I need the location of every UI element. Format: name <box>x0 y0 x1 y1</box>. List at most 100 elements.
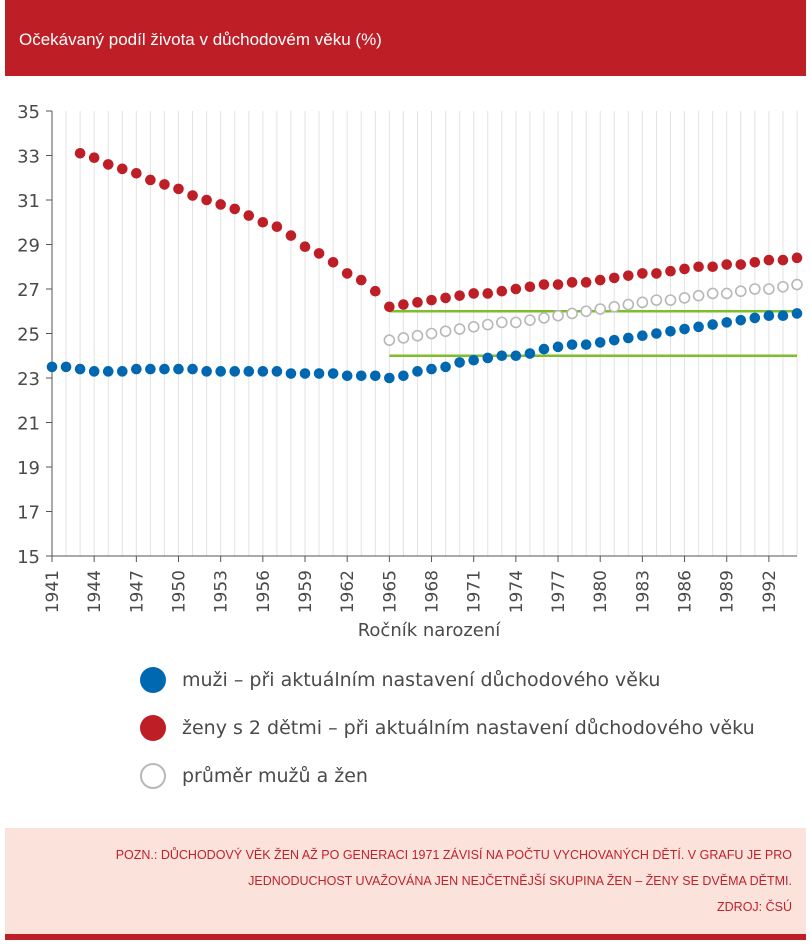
data-point-series-1 <box>215 199 226 210</box>
data-point-series-2 <box>510 316 522 329</box>
data-point-series-2 <box>524 314 536 326</box>
grid <box>51 111 798 556</box>
note-bottom-bar <box>5 934 806 940</box>
data-point-series-2 <box>397 332 410 344</box>
data-point-series-1 <box>201 194 212 206</box>
x-tick-label: 1992 <box>760 570 780 613</box>
data-point-series-1 <box>623 270 634 281</box>
data-point-series-1 <box>384 301 395 313</box>
x-tick-label: 1956 <box>254 570 274 613</box>
data-point-series-1 <box>721 259 733 270</box>
data-point-series-0 <box>651 328 662 339</box>
reference-lines <box>389 310 797 357</box>
data-point-series-1 <box>88 152 100 164</box>
note-box: POZN.: DŮCHODOVÝ VĚK ŽEN AŽ PO GENERACI … <box>5 828 806 934</box>
data-point-series-0 <box>454 357 465 368</box>
data-point-series-0 <box>721 317 733 328</box>
data-point-series-0 <box>693 321 704 333</box>
data-point-series-2 <box>636 296 649 309</box>
data-point-series-2 <box>720 287 733 300</box>
data-point-series-1 <box>566 277 578 288</box>
x-tick-label: 1953 <box>212 570 232 613</box>
data-point-series-0 <box>257 366 269 377</box>
data-point-series-2 <box>678 292 691 304</box>
data-point-series-2 <box>467 321 480 333</box>
data-point-series-2 <box>706 287 719 300</box>
data-point-series-0 <box>398 370 409 382</box>
legend-item-women: ženy s 2 dětmi – při aktuálním nastavení… <box>140 704 755 752</box>
data-point-series-2 <box>692 289 705 302</box>
data-point-series-0 <box>159 363 170 375</box>
data-point-series-1 <box>763 254 775 266</box>
data-point-series-2 <box>566 307 578 320</box>
data-point-series-0 <box>594 337 606 348</box>
data-point-series-0 <box>313 368 325 379</box>
data-point-series-1 <box>749 257 761 268</box>
y-tick-label: 29 <box>17 236 40 257</box>
y-tick-label: 25 <box>17 325 40 346</box>
data-point-series-1 <box>552 279 564 290</box>
legend-item-average: průměr mužů a žen <box>140 752 755 800</box>
axes: 15 17 19 21 23 25 27 29 31 33 35 1941 1944 1947 1950 19… <box>17 102 797 613</box>
x-axis-label: Ročník narození <box>358 620 502 641</box>
data-point-series-0 <box>412 366 423 377</box>
data-point-series-1 <box>777 254 789 266</box>
data-point-series-0 <box>229 366 241 377</box>
data-point-series-0 <box>355 370 367 382</box>
x-tick-label: 1989 <box>718 570 738 613</box>
data-point-series-0 <box>777 310 789 321</box>
data-point-series-1 <box>468 288 479 299</box>
data-point-series-1 <box>524 281 536 293</box>
data-point-series-1 <box>398 299 409 310</box>
y-tick-label: 31 <box>17 191 40 212</box>
x-tick-label: 1959 <box>296 570 316 613</box>
data-point-series-2 <box>453 323 466 335</box>
data-point-series-2 <box>439 325 452 338</box>
data-point-series-0 <box>215 366 226 377</box>
x-tick-label: 1941 <box>43 570 63 613</box>
data-point-series-1 <box>426 294 437 306</box>
data-point-series-1 <box>187 190 198 201</box>
data-point-series-2 <box>580 305 592 318</box>
note-line-2: JEDNODUCHOST UVAŽOVÁNA JEN NEJČETNĚJŠÍ S… <box>248 874 792 888</box>
x-tick-label: 1968 <box>423 570 443 613</box>
data-point-series-1 <box>116 163 128 175</box>
chart-title: Očekávaný podíl života v důchodovém věku… <box>19 30 382 49</box>
legend-label: muži – při aktuálním nastavení důchodové… <box>182 669 661 691</box>
data-point-series-0 <box>426 363 437 375</box>
data-point-series-2 <box>552 309 564 322</box>
x-tick-label: 1971 <box>465 570 485 613</box>
data-point-series-1 <box>341 268 353 279</box>
data-point-series-0 <box>187 363 198 375</box>
data-point-series-0 <box>46 361 58 373</box>
data-point-series-1 <box>665 265 676 277</box>
data-point-series-2 <box>650 294 663 306</box>
y-tick-label: 19 <box>17 458 40 479</box>
data-point-series-1 <box>510 283 522 295</box>
data-point-series-0 <box>341 370 353 382</box>
data-point-series-0 <box>370 370 381 382</box>
data-point-series-1 <box>74 147 86 159</box>
data-point-series-1 <box>637 268 648 279</box>
data-point-series-1 <box>538 279 550 290</box>
data-point-series-2 <box>791 278 803 291</box>
data-point-series-0 <box>102 366 114 377</box>
data-point-series-0 <box>552 341 564 353</box>
data-point-series-0 <box>496 350 508 362</box>
data-point-series-0 <box>608 334 620 346</box>
data-point-series-0 <box>116 366 128 377</box>
data-point-series-1 <box>131 168 142 179</box>
data-point-series-1 <box>102 159 114 170</box>
data-point-series-0 <box>580 339 592 350</box>
data-point-series-2 <box>777 280 789 293</box>
y-tick-label: 33 <box>17 147 40 168</box>
data-point-series-1 <box>440 292 451 304</box>
y-tick-label: 21 <box>17 414 40 435</box>
data-point-series-1 <box>608 272 620 284</box>
data-point-series-1 <box>651 268 662 279</box>
y-tick-label: 35 <box>17 102 40 123</box>
data-point-series-0 <box>60 361 72 373</box>
note-line-1: POZN.: DŮCHODOVÝ VĚK ŽEN AŽ PO GENERACI … <box>115 848 792 862</box>
data-point-series-2 <box>594 303 607 315</box>
legend-label: ženy s 2 dětmi – při aktuálním nastavení… <box>182 717 755 739</box>
